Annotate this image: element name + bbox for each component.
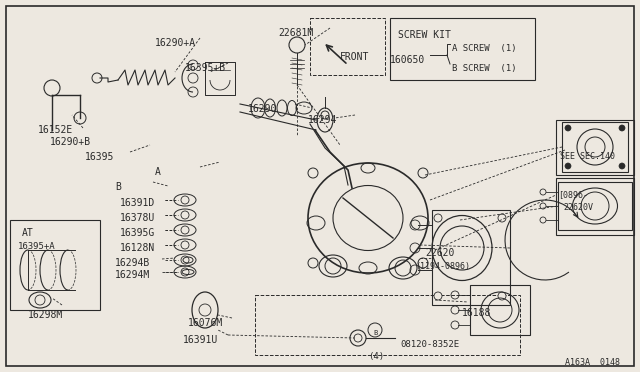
Text: 16298M: 16298M [28, 310, 63, 320]
Bar [558, 182, 632, 230]
Text: 16395: 16395 [85, 152, 115, 162]
Text: (1194-0896): (1194-0896) [415, 262, 470, 271]
Bar [556, 178, 634, 235]
Text: SEE SEC.140: SEE SEC.140 [560, 152, 615, 161]
Bar [432, 210, 510, 305]
Circle shape [434, 214, 442, 222]
Bar [562, 122, 628, 172]
Circle shape [565, 163, 571, 169]
Text: 08120-8352E: 08120-8352E [400, 340, 459, 349]
Bar [556, 120, 634, 175]
Text: 16391D: 16391D [120, 198, 156, 208]
Circle shape [498, 292, 506, 300]
Text: B SCREW  (1): B SCREW (1) [452, 64, 516, 73]
Circle shape [619, 125, 625, 131]
Text: (4): (4) [368, 352, 384, 361]
Text: 16378U: 16378U [120, 213, 156, 223]
Text: B: B [373, 330, 377, 336]
Text: A: A [155, 167, 161, 177]
Text: 16188: 16188 [462, 308, 492, 318]
Text: 16128N: 16128N [120, 243, 156, 253]
Text: AT: AT [22, 228, 34, 238]
Text: A SCREW  (1): A SCREW (1) [452, 44, 516, 53]
Bar [470, 285, 530, 335]
Text: SCREW KIT: SCREW KIT [398, 30, 451, 40]
Circle shape [498, 214, 506, 222]
Bar [310, 18, 385, 75]
Bar [255, 295, 520, 355]
Text: 16395+A: 16395+A [18, 242, 56, 251]
Text: 16076M: 16076M [188, 318, 223, 328]
Circle shape [565, 125, 571, 131]
Text: 16294M: 16294M [115, 270, 150, 280]
Text: A163A  0148: A163A 0148 [565, 358, 620, 367]
Text: 16294B: 16294B [115, 258, 150, 268]
Text: 160650: 160650 [390, 55, 425, 65]
Text: 22620: 22620 [425, 248, 454, 258]
Text: 16294: 16294 [308, 115, 337, 125]
Text: 16395+B: 16395+B [185, 63, 226, 73]
Text: FRONT: FRONT [340, 52, 369, 62]
Text: 16290+A: 16290+A [155, 38, 196, 48]
Text: 16290+B: 16290+B [50, 137, 91, 147]
Text: B: B [115, 182, 121, 192]
Text: 22681M: 22681M [278, 28, 313, 38]
Text: 16290: 16290 [248, 104, 277, 114]
Text: 22620V: 22620V [563, 203, 593, 212]
Circle shape [434, 292, 442, 300]
Text: 16395G: 16395G [120, 228, 156, 238]
Text: [0896-: [0896- [558, 190, 588, 199]
Circle shape [619, 163, 625, 169]
Text: 16391U: 16391U [183, 335, 218, 345]
Bar [10, 220, 100, 310]
Bar [390, 18, 535, 80]
Text: 16152E: 16152E [38, 125, 73, 135]
